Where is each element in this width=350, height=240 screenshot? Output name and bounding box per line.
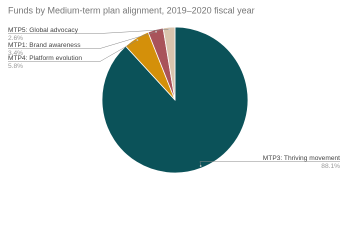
- slice-label: MTP5: Global advocacy: [8, 27, 79, 34]
- leader-line: [8, 29, 170, 34]
- slice-label: MTP4: Platform evolution: [8, 55, 82, 62]
- leader-dot: [168, 28, 171, 31]
- slice-label: MTP3: Thriving movement: [263, 155, 340, 162]
- leader-dot: [136, 39, 139, 41]
- leader-line: [8, 31, 157, 49]
- slice-value-label: 5.8%: [8, 63, 23, 70]
- slice-label: MTP1: Brand awareness: [8, 42, 81, 49]
- slice-value-label: 88.1%: [321, 163, 340, 170]
- chart-title: Funds by Medium-term plan alignment, 201…: [8, 5, 255, 15]
- slice-value-label: 3.4%: [8, 50, 23, 57]
- leader-line: [8, 39, 138, 62]
- chart: Funds by Medium-term plan alignment, 201…: [8, 5, 340, 174]
- slice-value-label: 2.6%: [8, 35, 23, 42]
- pie-slice: [162, 26, 176, 101]
- leader-dot: [155, 30, 157, 33]
- leader-line: [199, 161, 340, 167]
- leader-dot: [199, 165, 202, 167]
